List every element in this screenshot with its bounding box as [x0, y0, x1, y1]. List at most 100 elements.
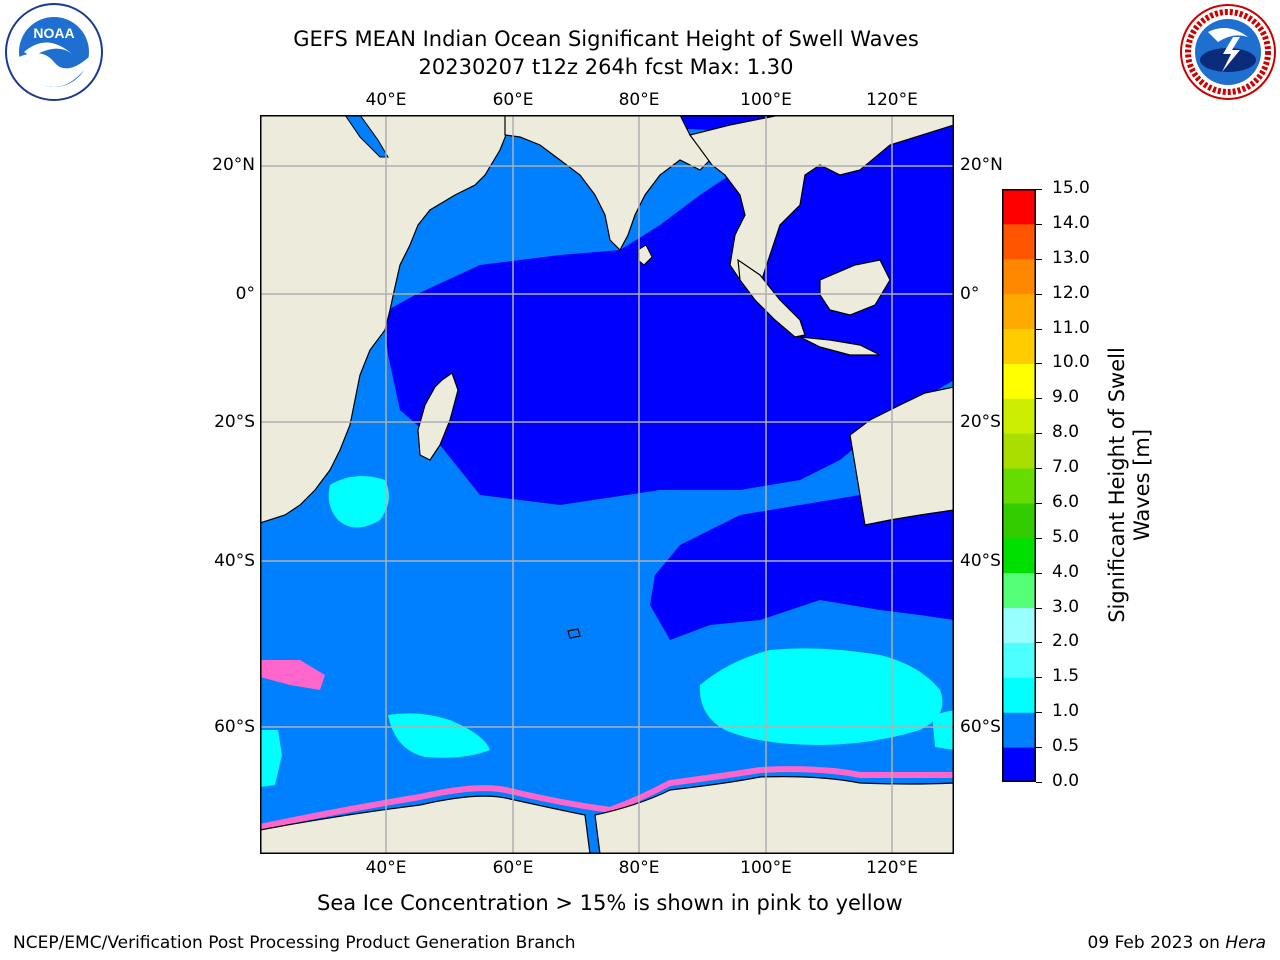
colorbar-tick-mark [1036, 642, 1042, 644]
colorbar-segment [1002, 537, 1036, 574]
colorbar-tick-label: 14.0 [1052, 212, 1090, 233]
lat-label-left: 0° [235, 284, 255, 304]
lat-label-right: 40°S [960, 551, 1001, 571]
ocean-cyan-far-southwest [260, 730, 282, 787]
colorbar [1002, 189, 1036, 782]
colorbar-segment [1002, 363, 1036, 399]
lon-label-top: 60°E [492, 90, 534, 110]
colorbar-segment [1002, 328, 1036, 364]
colorbar-tick-label: 15.0 [1052, 178, 1090, 198]
lat-label-left: 60°S [214, 717, 255, 737]
lon-label-bottom: 40°E [365, 858, 407, 878]
lon-label-bottom: 80°E [618, 858, 660, 878]
sea-ice-caption: Sea Ice Concentration > 15% is shown in … [317, 891, 903, 915]
colorbar-tick-label: 7.0 [1052, 457, 1080, 478]
colorbar-label-line1: Significant Height of Swell [1105, 347, 1129, 623]
colorbar-segment [1002, 502, 1036, 539]
colorbar-tick-label: 8.0 [1052, 422, 1080, 443]
colorbar-tick-mark [1036, 607, 1042, 609]
colorbar-tick-label: 5.0 [1052, 526, 1080, 547]
land-borneo [819, 259, 891, 316]
ocean-cyan-south-central [699, 648, 943, 745]
ocean-cyan-southwest [388, 713, 490, 758]
lat-label-right: 0° [960, 284, 980, 304]
colorbar-segment [1002, 398, 1036, 434]
colorbar-segment [1002, 468, 1036, 504]
lat-label-right: 20°N [960, 155, 1003, 175]
colorbar-tick-mark [1036, 747, 1042, 749]
colorbar-tick-label: 11.0 [1052, 317, 1090, 338]
land-madagascar [417, 372, 459, 461]
sea-ice-west [260, 660, 325, 690]
land-india [504, 115, 711, 251]
colorbar-ticks: 0.0 0.5 1.0 1.5 2.0 3.0 4.0 5.0 6.0 7.0 8.0 9.0 10.0… [1036, 178, 1122, 800]
ocean-cyan-far-southeast [932, 710, 954, 750]
colorbar-tick-label: 9.0 [1052, 387, 1080, 408]
lat-label-left: 20°N [212, 155, 255, 175]
ocean-cyan-madagascar-south [328, 476, 389, 528]
lat-label-right: 20°S [960, 412, 1001, 432]
colorbar-tick-mark [1036, 782, 1042, 783]
colorbar-tick-label: 3.0 [1052, 596, 1080, 617]
land-southeast-asia [688, 115, 954, 286]
land-antarctica [260, 776, 954, 854]
colorbar-tick-mark [1036, 293, 1042, 295]
lon-label-bottom: 120°E [866, 858, 918, 878]
colorbar-segment [1002, 293, 1036, 330]
lon-label-top: 120°E [866, 90, 918, 110]
footer-right: 09 Feb 2023 on Hera [1088, 933, 1266, 953]
colorbar-segment [1002, 712, 1036, 748]
footer-date: 09 Feb 2023 on [1087, 933, 1226, 953]
colorbar-tick-mark [1036, 468, 1042, 470]
colorbar-tick-label: 6.0 [1052, 491, 1080, 512]
noaa-logo: NOAA [5, 3, 103, 101]
lat-label-left: 20°S [214, 412, 255, 432]
colorbar-tick-mark [1036, 572, 1042, 574]
graticule [260, 115, 954, 854]
colorbar-tick-mark [1036, 223, 1042, 225]
colorbar-tick-mark [1036, 328, 1042, 330]
land-java [799, 336, 881, 356]
colorbar-tick-label: 2.0 [1052, 631, 1080, 652]
colorbar-tick-mark [1036, 433, 1042, 435]
colorbar-tick-label: 1.0 [1052, 701, 1080, 722]
land-sri-lanka [637, 244, 653, 266]
colorbar-segment [1002, 677, 1036, 713]
lon-label-top: 80°E [618, 90, 660, 110]
colorbar-segment [1002, 642, 1036, 678]
footer-host: Hera [1225, 933, 1266, 953]
colorbar-tick-mark [1036, 398, 1042, 400]
lon-label-bottom: 60°E [492, 858, 534, 878]
colorbar-frame [1002, 189, 1036, 782]
noaa-logo-text: NOAA [33, 25, 74, 41]
colorbar-tick-label: 13.0 [1052, 247, 1090, 268]
colorbar-tick-mark [1036, 363, 1042, 365]
lat-label-right: 60°S [960, 717, 1001, 737]
chart-subtitle: 20230207 t12z 264h fcst Max: 1.30 [418, 55, 794, 79]
colorbar-segment [1002, 189, 1036, 225]
ocean-deep-south [650, 485, 954, 640]
colorbar-tick-mark [1036, 537, 1042, 539]
colorbar-segment [1002, 607, 1036, 643]
colorbar-tick-mark [1036, 502, 1042, 504]
colorbar-label-line2: Waves [m] [1130, 428, 1154, 542]
colorbar-segment [1002, 433, 1036, 469]
colorbar-segment [1002, 747, 1036, 782]
sea-ice-band [260, 766, 954, 830]
nws-logo [1180, 4, 1276, 100]
ocean-deep-north [380, 115, 954, 505]
lon-label-bottom: 100°E [740, 858, 792, 878]
colorbar-tick-label: 10.0 [1052, 352, 1090, 373]
colorbar-tick-mark [1036, 677, 1042, 679]
colorbar-tick-label: 0.0 [1052, 771, 1080, 791]
footer-left: NCEP/EMC/Verification Post Processing Pr… [13, 933, 576, 953]
colorbar-segment [1002, 258, 1036, 295]
land-africa-arabia [260, 115, 511, 524]
land-sumatra [737, 258, 806, 338]
colorbar-tick-label: 0.5 [1052, 736, 1080, 757]
colorbar-segment [1002, 572, 1036, 609]
map-frame [260, 115, 954, 854]
land-red-sea [344, 115, 389, 158]
lon-label-top: 100°E [740, 90, 792, 110]
colorbar-tick-label: 12.0 [1052, 282, 1090, 303]
